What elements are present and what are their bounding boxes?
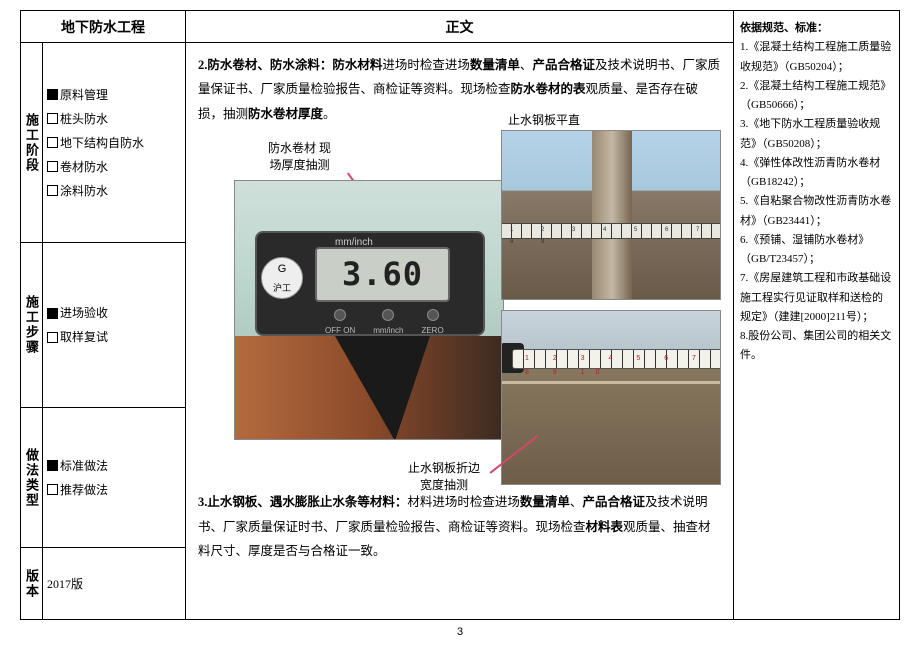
checkbox-empty-icon: [47, 484, 58, 495]
p3-lead: 3.止水钢板、遇水膨胀止水条等材料：: [198, 495, 407, 509]
option-label: 标准做法: [60, 457, 108, 475]
p2-d: 防水卷材的表: [511, 82, 586, 96]
stage-label: 施工阶段: [21, 43, 43, 242]
option-label: 地下结构自防水: [60, 134, 144, 152]
p3-a: 材料进场时检查进场: [407, 495, 520, 509]
ref-item: 2.《混凝土结构工程施工规范》（GB50666）；: [740, 77, 893, 116]
anno3-l2: 宽度抽测: [420, 478, 468, 492]
steel-fold-edge: [502, 381, 721, 384]
ref-item: 3.《地下防水工程质量验收规范》（GB50208）；: [740, 115, 893, 154]
annotation-steel-fold: 止水钢板折边 宽度抽测: [408, 460, 480, 494]
anno1-l1: 防水卷材 现: [268, 141, 331, 155]
checkbox-option: 进场验收: [47, 304, 181, 322]
caliper-display: 3.60: [315, 247, 450, 302]
option-label: 卷材防水: [60, 158, 108, 176]
row-step: 施工步骤 进场验收取样复试: [21, 243, 185, 408]
checkbox-empty-icon: [47, 185, 58, 196]
checkbox-option: 桩头防水: [47, 110, 181, 128]
right-column: 依据规范、标准： 1.《混凝土结构工程施工质量验收规范》（GB50204）；2.…: [734, 11, 899, 619]
option-label: 涂料防水: [60, 182, 108, 200]
caliper-brand-badge: G沪工: [261, 257, 303, 299]
checkbox-empty-icon: [47, 332, 58, 343]
step-options: 进场验收取样复试: [43, 243, 185, 407]
steel-plate-vertical: [592, 131, 632, 300]
option-label: 桩头防水: [60, 110, 108, 128]
row-stage: 施工阶段 原料管理桩头防水地下结构自防水卷材防水涂料防水: [21, 43, 185, 243]
p3-b1: 数量清单: [520, 495, 570, 509]
checkbox-option: 原料管理: [47, 86, 181, 104]
stage-options: 原料管理桩头防水地下结构自防水卷材防水涂料防水: [43, 43, 185, 242]
option-label: 原料管理: [60, 86, 108, 104]
document-page: 地下防水工程 施工阶段 原料管理桩头防水地下结构自防水卷材防水涂料防水 施工步骤…: [20, 10, 900, 620]
caliper-jaw: [335, 336, 430, 440]
annotation-caliper: 防水卷材 现 场厚度抽测: [268, 140, 331, 174]
p2-b1: 数量清单: [470, 58, 520, 72]
ref-item: 7.《房屋建筑工程和市政基础设施工程实行见证取样和送检的规定》（建建[2000]…: [740, 269, 893, 327]
ref-item: 6.《预铺、湿铺防水卷材》（GB/T23457）；: [740, 231, 893, 270]
p3-b2: 产品合格证: [582, 495, 645, 509]
ref-item: 8.股份公司、集团公司的相关文件。: [740, 327, 893, 366]
p2-lead: 2.防水卷材、防水涂料：防水材料: [198, 58, 382, 72]
paragraph-3: 3.止水钢板、遇水膨胀止水条等材料：材料进场时检查进场数量清单、产品合格证及技术…: [198, 490, 721, 563]
ref-item: 5.《自粘聚合物改性沥青防水卷材》（GB23441）；: [740, 192, 893, 231]
anno3-l1: 止水钢板折边: [408, 461, 480, 475]
checkbox-option: 卷材防水: [47, 158, 181, 176]
left-header: 地下防水工程: [21, 11, 185, 43]
checkbox-filled-icon: [47, 308, 58, 319]
method-options: 标准做法推荐做法: [43, 408, 185, 547]
refs-list: 1.《混凝土结构工程施工质量验收规范》（GB50204）；2.《混凝土结构工程施…: [740, 38, 893, 365]
method-label: 做法类型: [21, 408, 43, 547]
body-text: 2.防水卷材、防水涂料：防水材料进场时检查进场数量清单、产品合格证及技术说明书、…: [186, 43, 733, 619]
mid-header: 正文: [186, 11, 733, 43]
checkbox-option: 标准做法: [47, 457, 181, 475]
image-area: 防水卷材 现 场厚度抽测 止水钢板平直 段宽度抽测 G沪工 mm/inch 3.…: [198, 130, 721, 490]
checkbox-option: 推荐做法: [47, 481, 181, 499]
photo-steel-fold: [501, 310, 721, 485]
checkbox-empty-icon: [47, 161, 58, 172]
row-method: 做法类型 标准做法推荐做法: [21, 408, 185, 548]
p3-d: 材料表: [586, 520, 624, 534]
references: 依据规范、标准： 1.《混凝土结构工程施工质量验收规范》（GB50204）；2.…: [734, 11, 899, 619]
checkbox-empty-icon: [47, 113, 58, 124]
refs-title: 依据规范、标准：: [740, 19, 893, 38]
checkbox-filled-icon: [47, 460, 58, 471]
checkbox-option: 取样复试: [47, 328, 181, 346]
version-label: 版本: [21, 548, 43, 619]
p2-f: 防水卷材厚度: [248, 107, 323, 121]
caliper-buttons: OFF ON mm/inch ZERO: [325, 309, 444, 339]
option-label: 进场验收: [60, 304, 108, 322]
step-label: 施工步骤: [21, 243, 43, 407]
photo-steel-flat: [501, 130, 721, 300]
ref-item: 4.《弹性体改性沥青防水卷材（GB18242）；: [740, 154, 893, 193]
page-number: 3: [20, 626, 900, 638]
anno1-l2: 场厚度抽测: [270, 158, 330, 172]
photo-caliper: G沪工 mm/inch 3.60 OFF ON mm/inch ZERO: [234, 180, 504, 440]
version-text: 2017版: [47, 575, 181, 593]
left-column: 地下防水工程 施工阶段 原料管理桩头防水地下结构自防水卷材防水涂料防水 施工步骤…: [21, 11, 186, 619]
option-label: 推荐做法: [60, 481, 108, 499]
ruler-1: [502, 223, 721, 239]
ruler-2: [512, 349, 721, 369]
mid-column: 正文 2.防水卷材、防水涂料：防水材料进场时检查进场数量清单、产品合格证及技术说…: [186, 11, 734, 619]
anno2-l1: 止水钢板平直: [508, 113, 580, 127]
checkbox-option: 涂料防水: [47, 182, 181, 200]
caliper-brand: 沪工: [273, 280, 291, 298]
paragraph-2: 2.防水卷材、防水涂料：防水材料进场时检查进场数量清单、产品合格证及技术说明书、…: [198, 53, 721, 126]
checkbox-filled-icon: [47, 89, 58, 100]
ref-item: 1.《混凝土结构工程施工质量验收规范》（GB50204）；: [740, 38, 893, 77]
row-version: 版本 2017版: [21, 548, 185, 619]
p2-a: 进场时检查进场: [382, 58, 470, 72]
checkbox-empty-icon: [47, 137, 58, 148]
p2-b2: 产品合格证: [532, 58, 595, 72]
option-label: 取样复试: [60, 328, 108, 346]
checkbox-option: 地下结构自防水: [47, 134, 181, 152]
version-value: 2017版: [43, 548, 185, 619]
